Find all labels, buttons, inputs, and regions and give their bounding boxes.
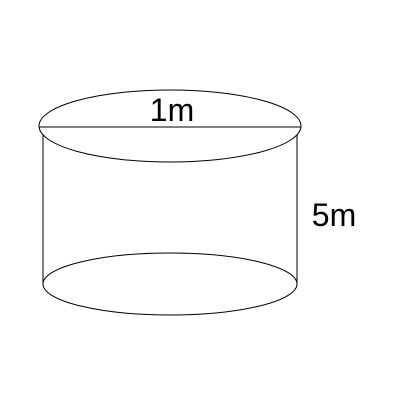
cylinder-top-ellipse — [38, 89, 302, 163]
diameter-label: 1m — [150, 92, 194, 128]
cylinder-bottom-ellipse — [42, 252, 298, 316]
height-label: 5m — [312, 197, 356, 233]
